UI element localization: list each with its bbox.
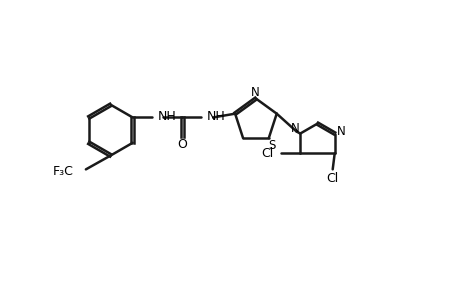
- Text: N: N: [290, 122, 299, 135]
- Text: F₃C: F₃C: [53, 165, 74, 178]
- Text: NH: NH: [157, 110, 176, 123]
- Text: N: N: [336, 125, 345, 138]
- Text: N: N: [250, 86, 259, 99]
- Text: S: S: [268, 139, 275, 152]
- Text: Cl: Cl: [326, 172, 338, 185]
- Text: NH: NH: [207, 110, 225, 123]
- Text: Cl: Cl: [261, 147, 273, 160]
- Text: O: O: [177, 138, 187, 151]
